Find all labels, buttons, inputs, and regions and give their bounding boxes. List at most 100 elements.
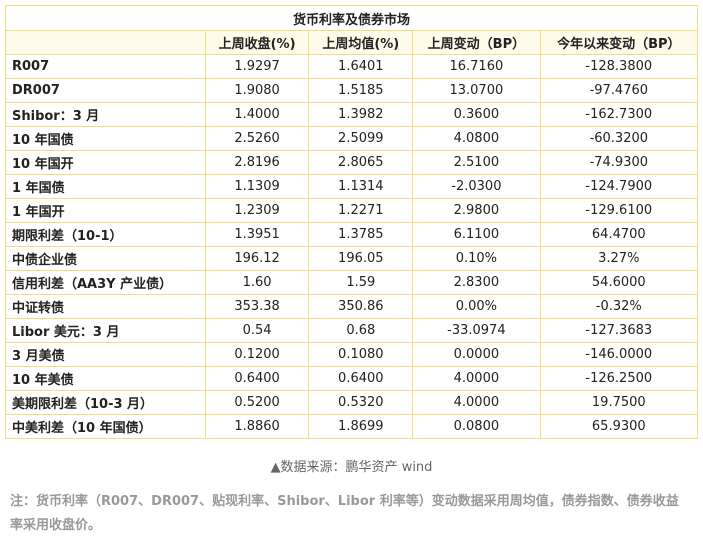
row-label: 1 年国开 [5,198,206,223]
cell: 0.5320 [308,390,414,415]
cell: -126.2500 [539,366,699,391]
cell: 0.1200 [204,342,310,367]
cell: 13.0700 [412,78,541,103]
cell: 2.9800 [412,198,541,223]
row-label: 美期限利差（10-3 月） [5,390,206,415]
cell: 1.3982 [308,102,414,127]
cell: 0.5200 [204,390,310,415]
cell: 1.59 [308,270,414,295]
cell: 1.2309 [204,198,310,223]
cell: 2.8196 [204,150,310,175]
table-title: 货币利率及债券市场 [5,5,698,31]
header-row: 上周收盘(%) 上周均值(%) 上周变动（BP） 今年以来变动（BP） [5,30,699,55]
cell: 0.68 [308,318,414,343]
cell: -0.32% [539,294,699,319]
cell: 6.1100 [412,222,541,247]
cell: 3.27% [539,246,699,271]
data-row: 1 年国债 1.1309 1.1314 -2.0300 -124.7900 [5,174,699,199]
cell: -60.3200 [539,126,699,151]
data-row: Shibor：3 月 1.4000 1.3982 0.3600 -162.7300 [5,102,699,127]
cell: 65.9300 [539,414,699,439]
data-row: 信用利差（AA3Y 产业债） 1.60 1.59 2.8300 54.6000 [5,270,699,295]
cell: -33.0974 [412,318,541,343]
cell: 2.5260 [204,126,310,151]
cell: 1.6401 [308,54,414,79]
cell: 0.0800 [412,414,541,439]
cell: 0.6400 [204,366,310,391]
note: 注：货币利率（R007、DR007、贴现利率、Shibor、Libor 利率等）… [10,494,679,533]
row-label: 中证转债 [5,294,206,319]
row-label: 10 年国开 [5,150,206,175]
header-cell [5,30,206,55]
cell: 1.8699 [308,414,414,439]
row-label: Shibor：3 月 [5,102,206,127]
data-row: 10 年国开 2.8196 2.8065 2.5100 -74.9300 [5,150,699,175]
cell: 1.9080 [204,78,310,103]
cell: 1.1309 [204,174,310,199]
cell: 0.10% [412,246,541,271]
cell: -162.7300 [539,102,699,127]
cell: 1.4000 [204,102,310,127]
data-row: Libor 美元：3 月 0.54 0.68 -33.0974 -127.3683 [5,318,699,343]
table-body: 货币利率及债券市场 上周收盘(%) 上周均值(%) 上周变动（BP） 今年以来变动（B… [5,5,699,439]
cell: -128.3800 [539,54,699,79]
cell: 196.05 [308,246,414,271]
row-label: 信用利差（AA3Y 产业债） [5,270,206,295]
cell: 1.3785 [308,222,414,247]
header-cell: 上周变动（BP） [412,30,541,55]
cell: 16.7160 [412,54,541,79]
cell: 64.4700 [539,222,699,247]
cell: 4.0000 [412,366,541,391]
cell: 19.7500 [539,390,699,415]
cell: -127.3683 [539,318,699,343]
cell: -97.4760 [539,78,699,103]
data-row: 10 年国债 2.5260 2.5099 4.0800 -60.3200 [5,126,699,151]
cell: 54.6000 [539,270,699,295]
cell: 2.8300 [412,270,541,295]
header-cell: 今年以来变动（BP） [539,30,699,55]
row-label: 3 月美债 [5,342,206,367]
data-row: DR007 1.9080 1.5185 13.0700 -97.4760 [5,78,699,103]
cell: -124.7900 [539,174,699,199]
cell: 0.1080 [308,342,414,367]
title-row: 货币利率及债券市场 [5,5,698,31]
cell: 2.5099 [308,126,414,151]
cell: 1.1314 [308,174,414,199]
cell: 0.54 [204,318,310,343]
data-row: 期限利差（10-1） 1.3951 1.3785 6.1100 64.4700 [5,222,699,247]
cell: 4.0800 [412,126,541,151]
cell: 350.86 [308,294,414,319]
cell: -146.0000 [539,342,699,367]
cell: -129.6100 [539,198,699,223]
cell: 0.0000 [412,342,541,367]
row-label: DR007 [5,78,206,103]
header-cell: 上周收盘(%) [204,30,310,55]
cell: 0.00% [412,294,541,319]
data-row: 1 年国开 1.2309 1.2271 2.9800 -129.6100 [5,198,699,223]
row-label: 10 年国债 [5,126,206,151]
row-label: 1 年国债 [5,174,206,199]
row-label: Libor 美元：3 月 [5,318,206,343]
row-label: 中债企业债 [5,246,206,271]
cell: 1.9297 [204,54,310,79]
data-row: 中债企业债 196.12 196.05 0.10% 3.27% [5,246,699,271]
data-row: 中证转债 353.38 350.86 0.00% -0.32% [5,294,699,319]
cell: 1.2271 [308,198,414,223]
cell: 1.3951 [204,222,310,247]
row-label: R007 [5,54,206,79]
cell: 196.12 [204,246,310,271]
data-row: 中美利差（10 年国债） 1.8860 1.8699 0.0800 65.9300 [5,414,699,439]
cell: -74.9300 [539,150,699,175]
data-row: R007 1.9297 1.6401 16.7160 -128.3800 [5,54,699,79]
cell: 4.0000 [412,390,541,415]
cell: 353.38 [204,294,310,319]
cell: 2.5100 [412,150,541,175]
cell: 1.8860 [204,414,310,439]
data-row: 10 年美债 0.6400 0.6400 4.0000 -126.2500 [5,366,699,391]
data-row: 美期限利差（10-3 月） 0.5200 0.5320 4.0000 19.7500 [5,390,699,415]
rates-table: 货币利率及债券市场 上周收盘(%) 上周均值(%) 上周变动（BP） 今年以来变动（B… [5,5,699,439]
cell: 0.3600 [412,102,541,127]
row-label: 中美利差（10 年国债） [5,414,206,439]
cell: -2.0300 [412,174,541,199]
